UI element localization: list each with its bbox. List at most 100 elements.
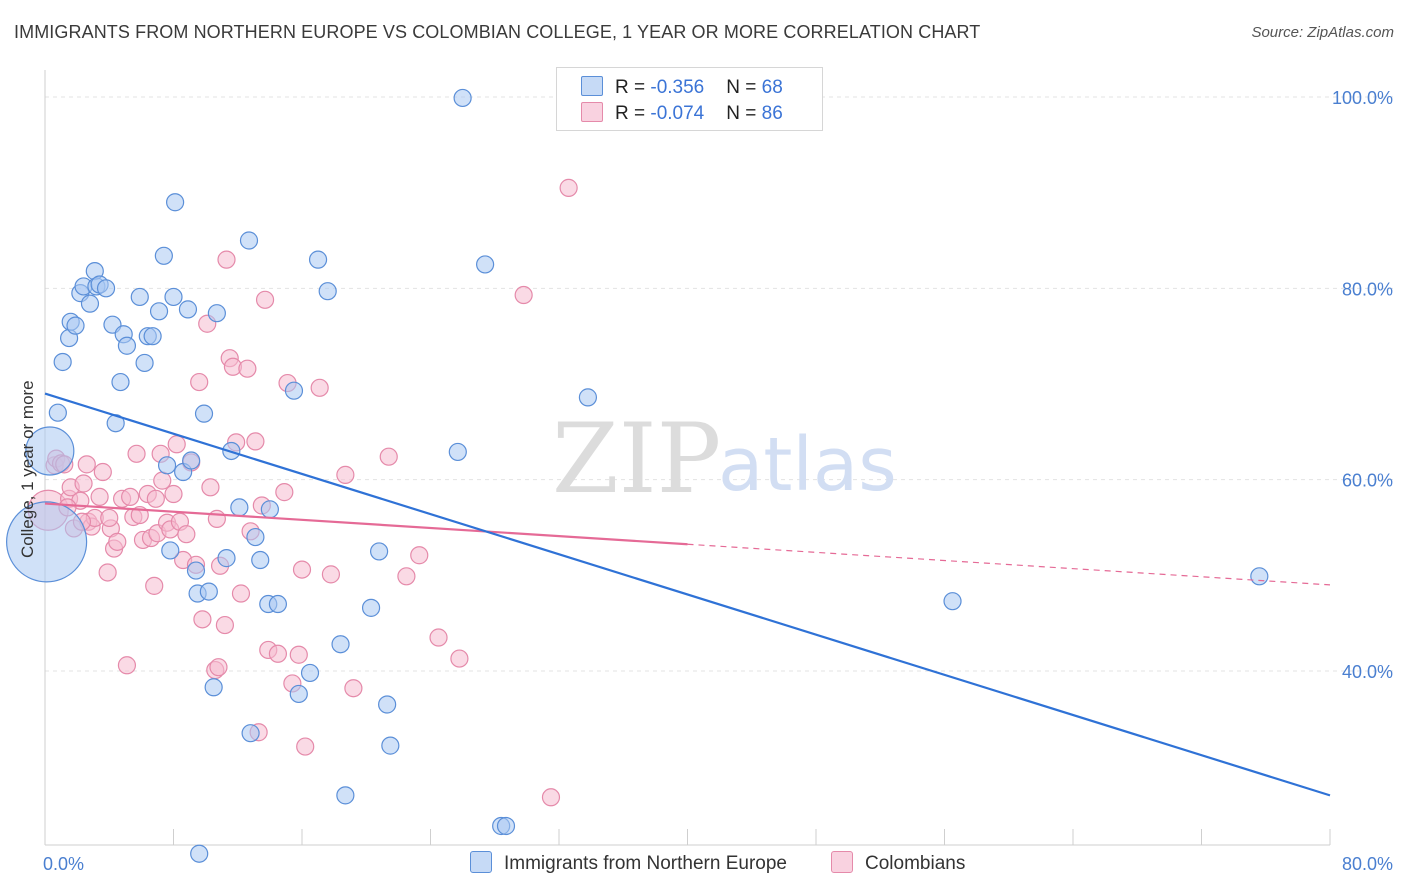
colombians-point (77, 455, 96, 474)
colombians-point (289, 645, 308, 664)
colombians-point (190, 372, 209, 392)
legend-n-value: 86 (761, 103, 783, 124)
northern-europe-point (1250, 567, 1269, 586)
colombians-point (275, 483, 294, 502)
trend-lines (44, 392, 1331, 797)
northern-europe-point (161, 541, 180, 560)
colombians-point (238, 359, 257, 378)
legend-swatch-pink (581, 102, 603, 122)
northern-europe-point (260, 500, 279, 519)
northern-europe-point (370, 542, 389, 561)
colombians-points (27, 178, 578, 807)
colombians-point (90, 487, 109, 506)
northern-europe-point (66, 316, 85, 335)
colombians-point (100, 508, 119, 528)
northern-europe-point (204, 678, 223, 697)
legend-r-value: -0.074 (650, 103, 705, 124)
northern-europe-points (6, 88, 1269, 863)
colombians-point (167, 435, 186, 454)
northern-europe-point (48, 403, 67, 422)
northern-europe-point (289, 684, 308, 704)
colombians-point (146, 489, 165, 508)
northern-europe-point (453, 88, 472, 108)
northern-europe-point (143, 327, 162, 346)
colombians-point (344, 679, 363, 698)
northern-europe-point (186, 561, 206, 580)
colombians-point (209, 658, 228, 677)
colombians-point (410, 546, 429, 565)
colombians-point (153, 471, 172, 490)
colombians-point (541, 788, 561, 807)
colombians-point (296, 737, 315, 756)
northern-europe-point (135, 353, 154, 373)
northern-europe-point (149, 302, 169, 321)
northern-europe-point (284, 381, 304, 400)
colombians-point (336, 465, 355, 484)
northern-europe-point (300, 663, 320, 683)
y-tick-label: 80.0% (1342, 279, 1393, 299)
bottom-legend-colombians[interactable]: Colombians (831, 851, 965, 875)
y-tick-label: 60.0% (1342, 471, 1393, 491)
gridlines (45, 96, 1395, 672)
legend-row-colombians: R = -0.074 N = 86 (581, 102, 783, 128)
y-tick-label: 100.0% (1332, 88, 1393, 108)
northern-europe-point (239, 231, 259, 250)
northern-europe-point (164, 287, 183, 307)
colombians-point (74, 474, 93, 493)
colombians-point (246, 432, 265, 451)
source-label: Source: ZipAtlas.com (1251, 24, 1394, 41)
northern-europe-point (6, 501, 88, 583)
northern-europe-point (207, 304, 226, 323)
northern-europe-point (241, 724, 260, 743)
colombians-point (321, 565, 341, 584)
northern-europe-point (117, 336, 137, 355)
bottom-legend-northern-europe[interactable]: Immigrants from Northern Europe (470, 851, 787, 875)
northern-europe-point (80, 294, 100, 313)
watermark-zip: ZIP (552, 403, 721, 515)
northern-europe-point (157, 456, 177, 475)
northern-europe-point (154, 246, 173, 265)
colombians-point (117, 656, 137, 675)
colombians-point (145, 576, 164, 595)
northern-europe-point (230, 498, 249, 517)
northern-europe-point (496, 816, 516, 836)
colombians-point (177, 525, 196, 544)
northern-europe-point (336, 786, 355, 805)
northern-europe-point (246, 527, 265, 547)
northern-europe-point (378, 695, 397, 714)
bottom-legend-label: Colombians (865, 853, 966, 874)
x-tick-label: 0.0% (43, 854, 84, 874)
northern-europe-point (199, 582, 218, 601)
legend-n-label: N = (726, 77, 762, 98)
northern-europe-point (190, 844, 209, 863)
colombians-point (397, 567, 416, 586)
colombians-point (292, 560, 312, 579)
colombians-point (255, 290, 275, 309)
northern-europe-point (268, 594, 288, 614)
northern-europe-point (53, 352, 72, 372)
colombians-point (201, 478, 220, 497)
northern-europe-point (166, 193, 185, 212)
northern-europe-point (182, 451, 201, 470)
colombians-point (379, 447, 398, 466)
northern-europe-point (25, 426, 75, 476)
chart-title: IMMIGRANTS FROM NORTHERN EUROPE VS COLOM… (14, 22, 981, 42)
bottom-legend-label: Immigrants from Northern Europe (504, 853, 787, 874)
colombians-trend-line (44, 502, 688, 546)
colombians-point (310, 378, 329, 397)
tick-labels: 100.0% 80.0% 60.0% 40.0% 0.0% 80.0% (43, 88, 1393, 874)
northern-europe-point (476, 255, 495, 274)
colombians-point (231, 584, 251, 603)
northern-europe-point (251, 550, 270, 570)
colombians-point (450, 649, 469, 668)
legend-swatch-blue (581, 76, 603, 96)
colombians-point (268, 644, 288, 663)
colombians-point (514, 285, 533, 305)
northern-europe-point (361, 598, 381, 617)
colombians-point (429, 628, 448, 647)
northern-europe-trend-line (44, 392, 1331, 797)
northern-europe-point (130, 287, 149, 307)
colombians-point (215, 615, 234, 635)
y-axis-label: College, 1 year or more (18, 380, 37, 558)
